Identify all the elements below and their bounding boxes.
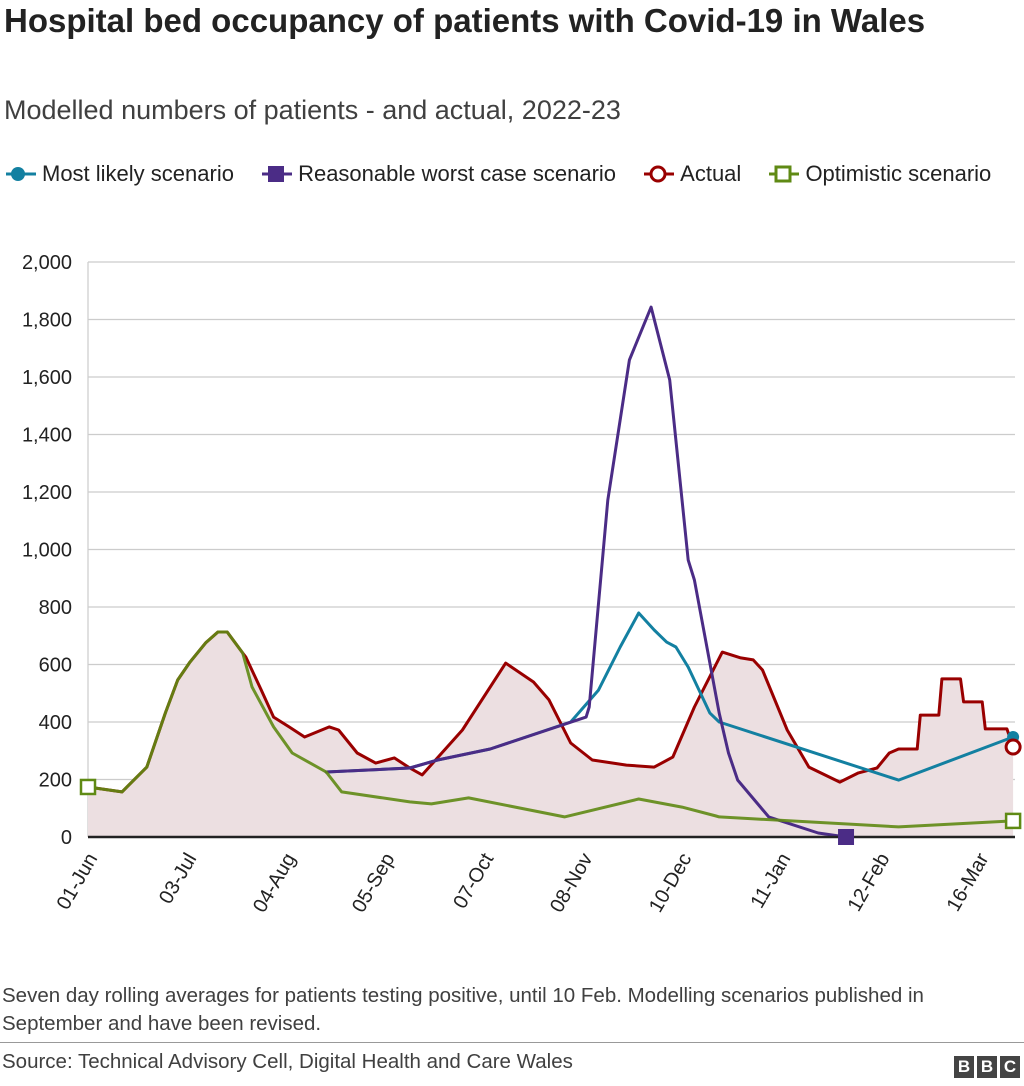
optimistic-marker: [79, 778, 97, 796]
x-tick-label: 01-Jun: [53, 850, 103, 914]
actual-end-marker: [1004, 738, 1022, 756]
filled-square-icon: [262, 165, 293, 182]
legend-label: Reasonable worst case scenario: [298, 160, 617, 186]
filled-circle-icon: [6, 166, 36, 181]
legend: Most likely scenario Reasonable worst ca…: [6, 155, 1016, 192]
legend-item-most-likely: Most likely scenario: [6, 155, 234, 192]
actual-area-fill: [88, 632, 1014, 837]
y-tick-label: 800: [39, 597, 72, 619]
logo-letter: B: [954, 1056, 974, 1078]
legend-item-actual: Actual: [644, 155, 741, 192]
worst-case-end-marker: [838, 829, 855, 845]
x-tick-label: 04-Aug: [249, 850, 300, 917]
y-tick-label: 1,800: [22, 310, 72, 332]
x-tick-label: 12-Feb: [844, 850, 895, 916]
y-tick-label: 1,600: [22, 367, 72, 389]
x-tick-label: 16-Mar: [943, 849, 994, 915]
x-tick-label: 05-Sep: [348, 850, 399, 917]
bbc-logo: B B C: [954, 1056, 1020, 1078]
y-tick-label: 1,000: [22, 540, 72, 562]
optimistic-marker: [1004, 812, 1022, 830]
series-line-optimistic-scenario: [86, 630, 1015, 829]
hollow-circle-icon: [644, 165, 675, 182]
y-tick-label: 400: [39, 712, 72, 734]
legend-item-optimistic: Optimistic scenario: [769, 155, 991, 192]
chart-subtitle: Modelled numbers of patients - and actua…: [4, 95, 621, 125]
y-tick-label: 600: [39, 655, 72, 677]
series-line-reasonable-worst-case-scenario: [324, 305, 848, 839]
divider: [0, 1042, 1024, 1043]
footnote: Seven day rolling averages for patients …: [2, 984, 924, 1035]
hollow-square-icon: [769, 165, 800, 182]
legend-item-worst-case: Reasonable worst case scenario: [262, 155, 616, 192]
y-tick-label: 200: [39, 770, 72, 792]
y-tick-label: 2,000: [22, 252, 72, 274]
y-tick-label: 1,400: [22, 425, 72, 447]
y-tick-label: 1,200: [22, 482, 72, 504]
x-tick-label: 11-Jan: [746, 850, 795, 913]
legend-label: Actual: [680, 160, 742, 186]
x-tick-label: 08-Nov: [546, 850, 597, 917]
source-text: Source: Technical Advisory Cell, Digital…: [2, 1050, 573, 1073]
x-tick-label: 03-Jul: [155, 850, 201, 908]
line-chart: 0 200 400 600 800 1,000 1,200 1,400 1,600 1,800 2,…: [22, 252, 1022, 917]
x-tick-label: 07-Oct: [449, 849, 498, 912]
chart-title: Hospital bed occupancy of patients with …: [4, 2, 926, 39]
legend-label: Optimistic scenario: [805, 160, 992, 186]
y-tick-label: 0: [61, 827, 72, 849]
legend-label: Most likely scenario: [42, 160, 234, 186]
logo-letter: C: [1000, 1056, 1020, 1078]
logo-letter: B: [977, 1056, 997, 1078]
x-tick-label: 10-Dec: [645, 850, 696, 917]
